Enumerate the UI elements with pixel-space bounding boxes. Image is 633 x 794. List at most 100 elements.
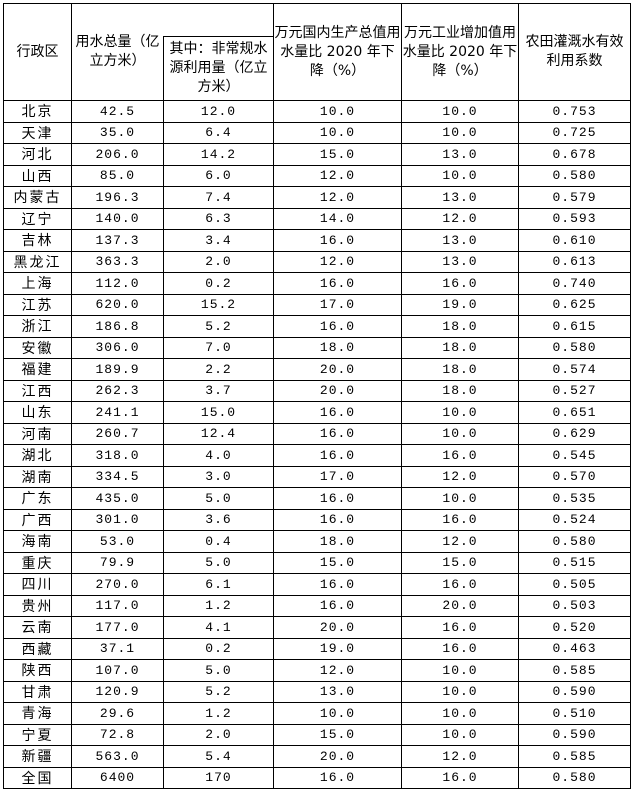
table-row: 河北 206.0 14.2 15.0 13.0 0.678 <box>3 143 631 166</box>
table-row: 全国 6400 170 16.0 16.0 0.580 <box>3 766 631 789</box>
cell-gdp-reduction: 19.0 <box>273 637 402 660</box>
table-row: 江西 262.3 3.7 20.0 18.0 0.527 <box>3 379 631 402</box>
header-gdp-reduction: 万元国内生产总值用水量比 2020 年下降（%） <box>273 3 402 101</box>
cell-region: 云南 <box>3 616 72 639</box>
cell-irrigation: 0.580 <box>518 766 631 789</box>
cell-region: 山西 <box>3 164 72 187</box>
table-row: 广东 435.0 5.0 16.0 10.0 0.535 <box>3 487 631 510</box>
table-row: 天津 35.0 6.4 10.0 10.0 0.725 <box>3 121 631 144</box>
cell-region: 河南 <box>3 422 72 445</box>
cell-irrigation: 0.590 <box>518 680 631 703</box>
cell-irrigation: 0.629 <box>518 422 631 445</box>
cell-unconventional: 7.4 <box>163 186 274 209</box>
cell-industry-reduction: 13.0 <box>401 143 519 166</box>
cell-unconventional: 7.0 <box>163 336 274 359</box>
table-row: 辽宁 140.0 6.3 14.0 12.0 0.593 <box>3 207 631 230</box>
cell-gdp-reduction: 18.0 <box>273 336 402 359</box>
cell-unconventional: 0.2 <box>163 272 274 295</box>
water-indicators-table: 行政区 用水总量（亿立方米） 万元国内生产总值用水量比 2020 年下降（%） … <box>3 3 631 789</box>
cell-unconventional: 4.0 <box>163 444 274 467</box>
cell-total-water: 306.0 <box>71 336 164 359</box>
cell-total-water: 318.0 <box>71 444 164 467</box>
cell-irrigation: 0.574 <box>518 358 631 381</box>
table-row: 内蒙古 196.3 7.4 12.0 13.0 0.579 <box>3 186 631 209</box>
header-region: 行政区 <box>3 3 72 101</box>
cell-total-water: 189.9 <box>71 358 164 381</box>
cell-gdp-reduction: 10.0 <box>273 100 402 123</box>
cell-irrigation: 0.613 <box>518 250 631 273</box>
table-row: 北京 42.5 12.0 10.0 10.0 0.753 <box>3 100 631 123</box>
cell-unconventional: 12.4 <box>163 422 274 445</box>
cell-total-water: 72.8 <box>71 723 164 746</box>
cell-gdp-reduction: 16.0 <box>273 272 402 295</box>
cell-industry-reduction: 13.0 <box>401 250 519 273</box>
cell-irrigation: 0.520 <box>518 616 631 639</box>
cell-region: 海南 <box>3 530 72 553</box>
cell-gdp-reduction: 15.0 <box>273 143 402 166</box>
cell-total-water: 120.9 <box>71 680 164 703</box>
cell-region: 天津 <box>3 121 72 144</box>
cell-irrigation: 0.590 <box>518 723 631 746</box>
cell-gdp-reduction: 15.0 <box>273 723 402 746</box>
cell-irrigation: 0.545 <box>518 444 631 467</box>
cell-gdp-reduction: 16.0 <box>273 444 402 467</box>
cell-gdp-reduction: 16.0 <box>273 229 402 252</box>
cell-gdp-reduction: 20.0 <box>273 745 402 768</box>
cell-irrigation: 0.503 <box>518 594 631 617</box>
cell-unconventional: 15.2 <box>163 293 274 316</box>
cell-unconventional: 2.2 <box>163 358 274 381</box>
cell-total-water: 262.3 <box>71 379 164 402</box>
cell-unconventional: 170 <box>163 766 274 789</box>
cell-region: 宁夏 <box>3 723 72 746</box>
cell-region: 甘肃 <box>3 680 72 703</box>
cell-region: 重庆 <box>3 551 72 574</box>
cell-total-water: 270.0 <box>71 573 164 596</box>
cell-gdp-reduction: 10.0 <box>273 121 402 144</box>
cell-total-water: 42.5 <box>71 100 164 123</box>
cell-gdp-reduction: 10.0 <box>273 702 402 725</box>
cell-irrigation: 0.579 <box>518 186 631 209</box>
cell-industry-reduction: 13.0 <box>401 229 519 252</box>
table-row: 河南 260.7 12.4 16.0 10.0 0.629 <box>3 422 631 445</box>
cell-total-water: 35.0 <box>71 121 164 144</box>
cell-industry-reduction: 10.0 <box>401 723 519 746</box>
cell-irrigation: 0.510 <box>518 702 631 725</box>
cell-irrigation: 0.527 <box>518 379 631 402</box>
cell-industry-reduction: 10.0 <box>401 659 519 682</box>
cell-gdp-reduction: 12.0 <box>273 250 402 273</box>
cell-unconventional: 4.1 <box>163 616 274 639</box>
cell-industry-reduction: 10.0 <box>401 100 519 123</box>
cell-irrigation: 0.515 <box>518 551 631 574</box>
cell-total-water: 79.9 <box>71 551 164 574</box>
cell-total-water: 620.0 <box>71 293 164 316</box>
cell-industry-reduction: 19.0 <box>401 293 519 316</box>
cell-total-water: 37.1 <box>71 637 164 660</box>
table-row: 江苏 620.0 15.2 17.0 19.0 0.625 <box>3 293 631 316</box>
cell-gdp-reduction: 16.0 <box>273 401 402 424</box>
table-row: 陕西 107.0 5.0 12.0 10.0 0.585 <box>3 659 631 682</box>
cell-gdp-reduction: 16.0 <box>273 508 402 531</box>
cell-gdp-reduction: 14.0 <box>273 207 402 230</box>
cell-region: 广西 <box>3 508 72 531</box>
cell-gdp-reduction: 16.0 <box>273 594 402 617</box>
cell-irrigation: 0.753 <box>518 100 631 123</box>
header-total-water: 用水总量（亿立方米） <box>71 3 164 101</box>
cell-region: 湖南 <box>3 465 72 488</box>
cell-unconventional: 5.0 <box>163 659 274 682</box>
cell-industry-reduction: 10.0 <box>401 401 519 424</box>
cell-irrigation: 0.505 <box>518 573 631 596</box>
cell-unconventional: 5.2 <box>163 680 274 703</box>
table-row: 宁夏 72.8 2.0 15.0 10.0 0.590 <box>3 723 631 746</box>
cell-unconventional: 14.2 <box>163 143 274 166</box>
cell-industry-reduction: 16.0 <box>401 272 519 295</box>
cell-region: 辽宁 <box>3 207 72 230</box>
cell-total-water: 563.0 <box>71 745 164 768</box>
cell-total-water: 301.0 <box>71 508 164 531</box>
cell-region: 内蒙古 <box>3 186 72 209</box>
cell-irrigation: 0.625 <box>518 293 631 316</box>
cell-industry-reduction: 10.0 <box>401 121 519 144</box>
cell-gdp-reduction: 16.0 <box>273 573 402 596</box>
cell-unconventional: 2.0 <box>163 250 274 273</box>
cell-region: 河北 <box>3 143 72 166</box>
table-row: 浙江 186.8 5.2 16.0 18.0 0.615 <box>3 315 631 338</box>
